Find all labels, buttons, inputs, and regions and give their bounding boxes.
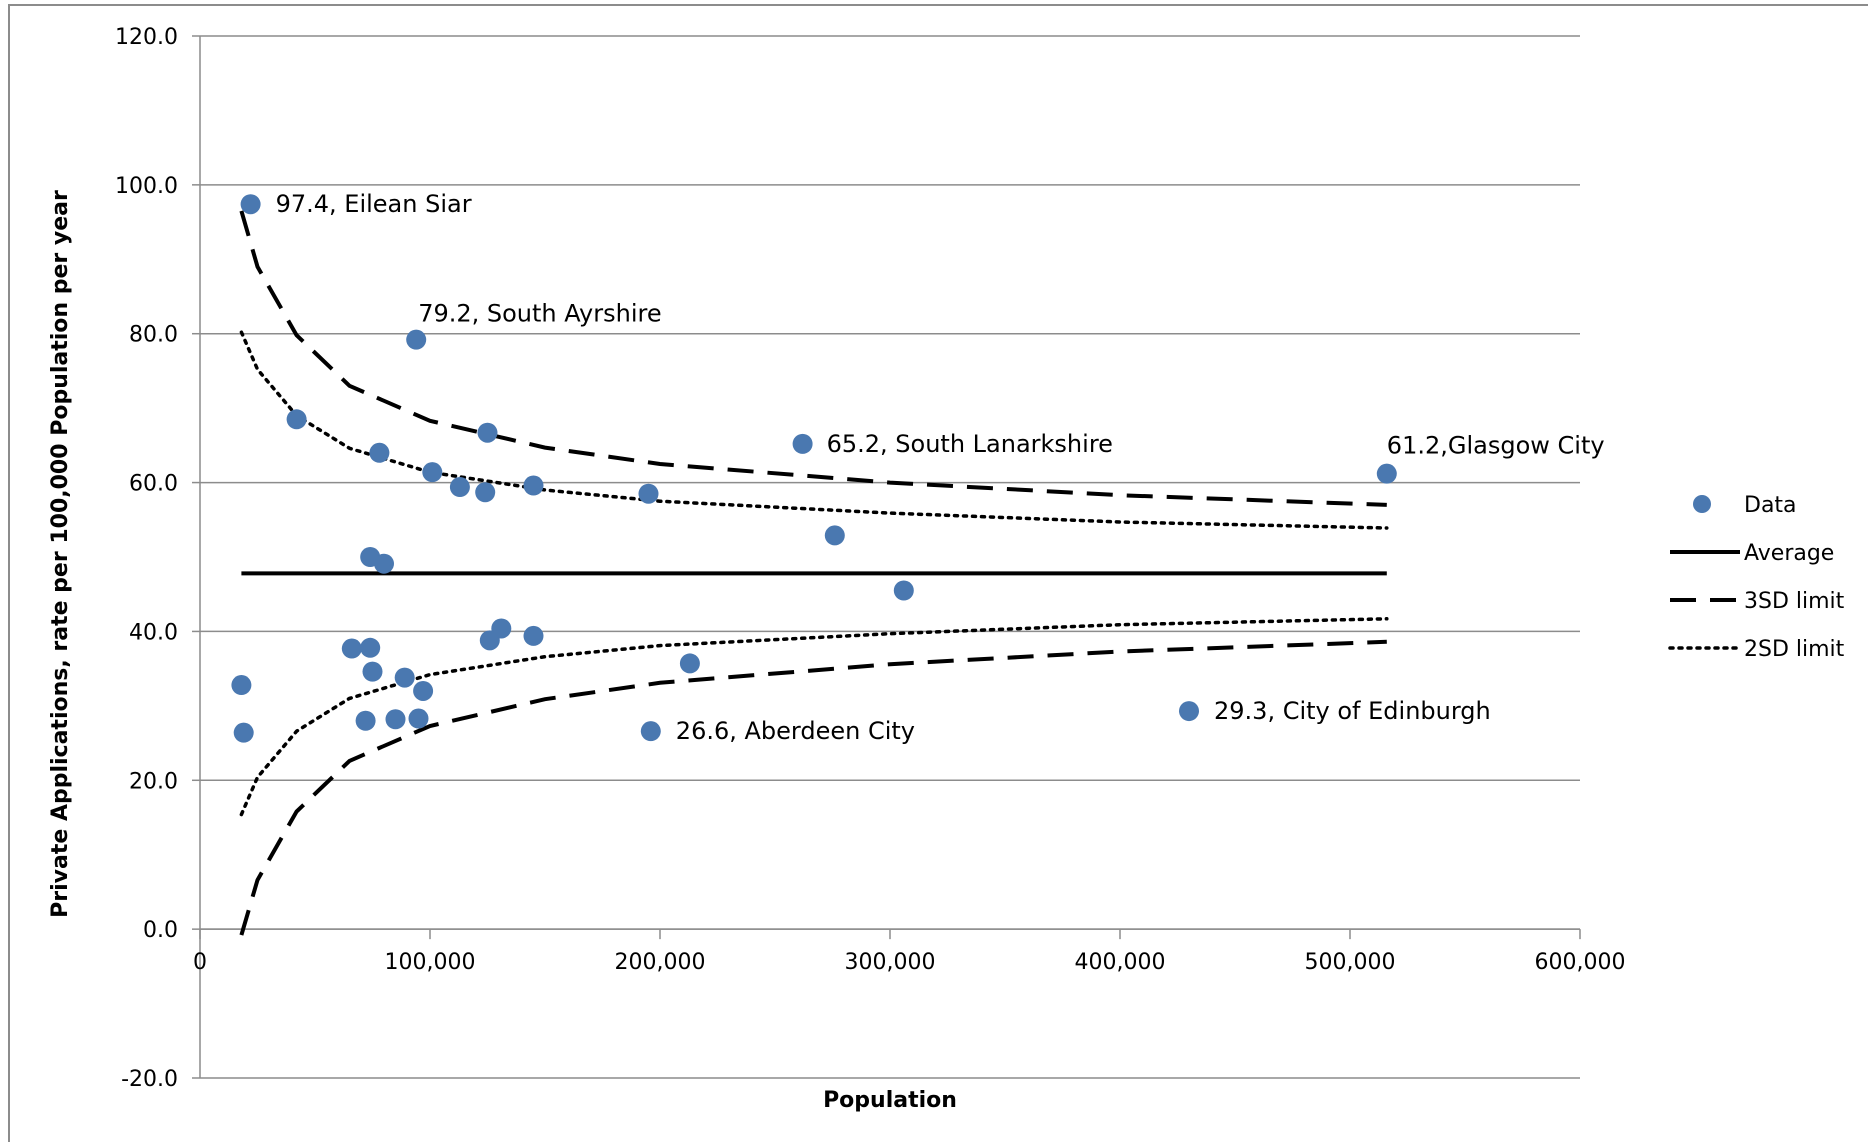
data-point: [491, 618, 512, 639]
legend-label: 3SD limit: [1744, 589, 1845, 614]
data-point: [475, 482, 496, 503]
x-tick-label: 100,000: [385, 950, 476, 975]
annotations: 97.4, Eilean Siar 79.2, South Ayrshire 65.…: [276, 190, 1605, 745]
y-tick-label: 120.0: [115, 25, 178, 50]
data-point: [1179, 701, 1199, 722]
data-point: [523, 625, 544, 646]
data-point: [893, 580, 914, 601]
data-point: [638, 483, 659, 504]
legend: Data Average 3SD limit 2SD limit: [1668, 493, 1845, 662]
dashed-lower-limit-line: [239, 639, 1387, 936]
data-label: 65.2, South Lanarkshire: [827, 430, 1113, 458]
data-label: 79.2, South Ayrshire: [418, 300, 661, 328]
data-label: 26.6, Aberdeen City: [676, 717, 915, 745]
data-label: 29.3, City of Edinburgh: [1214, 697, 1491, 725]
y-tick-label: 60.0: [129, 472, 178, 497]
y-tick-label: 20.0: [129, 769, 178, 794]
data-label: 61.2,Glasgow City: [1387, 432, 1605, 460]
series-lines: [239, 210, 1389, 936]
data-point: [286, 409, 307, 430]
series-points: [231, 194, 1397, 743]
x-axis-title: Population: [823, 1088, 957, 1113]
y-tick-label: 0.0: [143, 918, 178, 943]
data-point: [233, 722, 254, 743]
data-point: [422, 462, 443, 483]
data-point: [640, 721, 661, 742]
y-tick-label: -20.0: [121, 1067, 178, 1092]
y-tick-label: 80.0: [129, 323, 178, 348]
data-point: [477, 422, 498, 443]
x-tick-label: 600,000: [1535, 950, 1626, 975]
data-point: [341, 638, 362, 659]
data-point: [792, 433, 813, 454]
legend-label: Data: [1744, 493, 1797, 518]
x-tick-label: 500,000: [1305, 950, 1396, 975]
data-point: [449, 477, 470, 498]
x-tick-label: 300,000: [845, 950, 936, 975]
dotted-upper-limit-line: [239, 330, 1389, 530]
data-point: [679, 653, 700, 674]
y-axis-title: Private Applications, rate per 100,000 P…: [48, 190, 73, 918]
dotted-lower-limit-line: [239, 617, 1389, 817]
data-point: [369, 442, 390, 463]
data-point: [374, 553, 394, 574]
data-label: 97.4, Eilean Siar: [276, 190, 472, 218]
data-point: [231, 675, 252, 696]
data-point: [385, 709, 406, 730]
axes: -20.0 0.0 20.0 40.0 60.0 80.0 100.0 120.0 0 100,0…: [115, 25, 1625, 1092]
data-point: [523, 475, 544, 496]
data-point: [360, 637, 381, 658]
y-tick-label: 40.0: [129, 620, 178, 645]
data-point: [413, 680, 434, 701]
data-point: [824, 525, 845, 546]
legend-marker: [1693, 495, 1711, 513]
data-point: [1376, 463, 1397, 484]
data-point: [408, 708, 429, 729]
x-tick-label: 0: [193, 950, 207, 975]
legend-label: 2SD limit: [1744, 637, 1845, 662]
data-point: [362, 661, 383, 682]
data-point: [240, 194, 261, 215]
y-tick-label: 100.0: [115, 174, 178, 199]
legend-label: Average: [1744, 541, 1834, 566]
data-point: [406, 329, 427, 350]
x-tick-label: 200,000: [615, 950, 706, 975]
dashed-upper-limit-line: [239, 210, 1387, 507]
data-point: [394, 667, 415, 688]
data-point: [355, 710, 376, 731]
chart-border: [8, 4, 1868, 1147]
x-tick-label: 400,000: [1075, 950, 1166, 975]
